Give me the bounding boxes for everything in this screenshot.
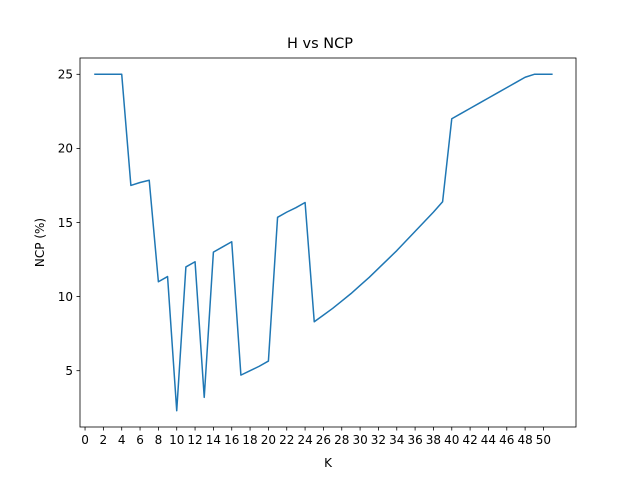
x-tick-label: 6: [136, 433, 144, 447]
x-tick-label: 12: [187, 433, 202, 447]
x-tick-label: 44: [481, 433, 496, 447]
x-tick-label: 18: [242, 433, 257, 447]
x-tick-label: 2: [100, 433, 108, 447]
x-tick-label: 14: [206, 433, 221, 447]
chart-title: H vs NCP: [287, 36, 353, 52]
x-tick-label: 36: [407, 433, 422, 447]
y-tick-label: 15: [58, 216, 73, 230]
x-tick-label: 32: [371, 433, 386, 447]
x-tick-label: 0: [81, 433, 89, 447]
y-tick-label: 10: [58, 290, 73, 304]
series-line: [94, 73, 553, 412]
x-tick-label: 48: [517, 433, 532, 447]
x-tick-label: 4: [118, 433, 126, 447]
x-tick-label: 50: [536, 433, 551, 447]
x-tick-label: 22: [279, 433, 294, 447]
x-tick-label: 28: [334, 433, 349, 447]
x-tick-label: 26: [316, 433, 331, 447]
x-tick-label: 16: [224, 433, 239, 447]
x-tick-label: 38: [426, 433, 441, 447]
y-axis-ticks: 5 10 15 20 25: [58, 68, 80, 378]
x-tick-label: 42: [462, 433, 477, 447]
y-tick-label: 25: [58, 68, 73, 82]
x-axis-label: K: [324, 456, 333, 470]
x-tick-label: 34: [389, 433, 404, 447]
x-tick-label: 46: [499, 433, 514, 447]
x-tick-label: 24: [297, 433, 312, 447]
x-tick-label: 40: [444, 433, 459, 447]
x-tick-label: 20: [261, 433, 276, 447]
x-tick-label: 10: [169, 433, 184, 447]
x-tick-label: 30: [352, 433, 367, 447]
y-tick-label: 20: [58, 142, 73, 156]
plot-frame: [79, 57, 577, 428]
x-axis-ticks: 0 2 4 6 8 10 12 14 16 18 20 22 24 26 28 30 32 34 36 38 40 42 4…: [81, 427, 551, 447]
x-tick-label: 8: [155, 433, 163, 447]
y-tick-label: 5: [65, 364, 73, 378]
y-axis-label: NCP (%): [33, 218, 47, 267]
